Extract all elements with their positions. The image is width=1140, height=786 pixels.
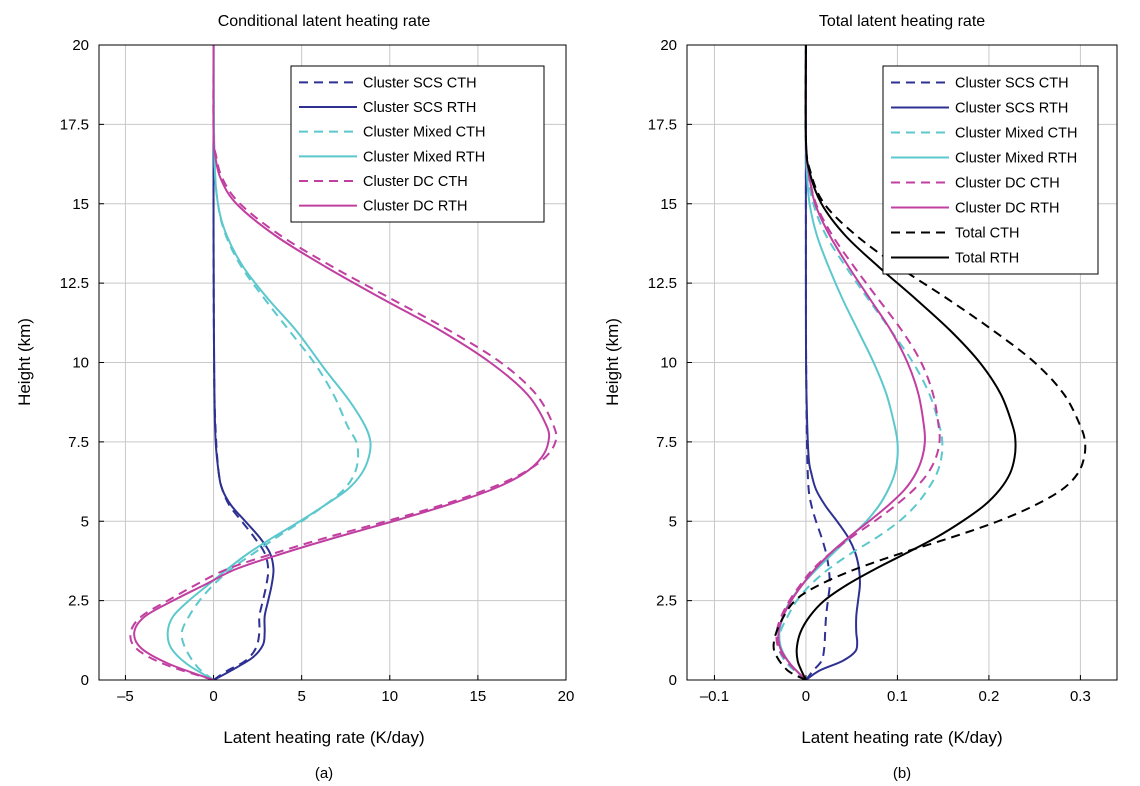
series-line-a-2 [180, 45, 360, 680]
panel-a: Conditional latent heating rate Latent h… [15, 13, 574, 782]
chart-title-a: Conditional latent heating rate [218, 13, 431, 30]
series-line-a-4 [129, 45, 558, 680]
y-tick-label: 5 [669, 513, 677, 530]
legend-a: Cluster SCS CTH Cluster SCS RTH Cluster Mi… [290, 65, 545, 223]
y-tick-label: 20 [72, 37, 89, 54]
panel-label-b: (b) [893, 765, 911, 782]
x-tick-label: 5 [297, 688, 305, 705]
legend-b: Cluster SCS CTH Cluster SCS RTH Cluster Mi… [882, 65, 1099, 275]
y-axis-label-a: Height (km) [15, 318, 34, 406]
chart-title-b: Total latent heating rate [819, 13, 985, 30]
legend-entry: Total CTH [955, 226, 1019, 242]
series-line-b-5 [777, 45, 927, 680]
y-axis-label-b: Height (km) [603, 318, 622, 406]
y-tick-label: 7.5 [656, 434, 677, 451]
x-tick-label: –5 [117, 688, 134, 705]
y-tick-label: 10 [660, 355, 677, 372]
y-tick-label: 17.5 [648, 116, 677, 133]
series-line-b-6 [772, 45, 1087, 680]
legend-entry: Cluster SCS RTH [955, 101, 1068, 117]
series-line-b-1 [804, 45, 861, 680]
y-tick-label: 2.5 [68, 593, 89, 610]
series-line-b-4 [775, 45, 941, 680]
legend-entry: Cluster DC RTH [955, 201, 1059, 217]
y-tick-label: 7.5 [68, 434, 89, 451]
x-tick-label: 0.1 [887, 688, 908, 705]
x-axis-label-b: Latent heating rate (K/day) [801, 728, 1002, 747]
series-line-a-1 [212, 45, 275, 680]
y-tick-label: 10 [72, 355, 89, 372]
x-tick-label: 0.2 [978, 688, 999, 705]
y-tick-label: 12.5 [648, 275, 677, 292]
y-tick-label: 15 [660, 196, 677, 213]
legend-box [882, 65, 1099, 275]
x-tick-label: –0.1 [700, 688, 729, 705]
legend-box [290, 65, 545, 223]
x-tick-label: 20 [558, 688, 575, 705]
series-group-b [772, 45, 1087, 680]
legend-entry: Cluster Mixed CTH [955, 126, 1077, 142]
series-line-b-2 [777, 45, 944, 680]
legend-entry: Cluster Mixed CTH [363, 125, 485, 141]
panel-label-a: (a) [315, 765, 333, 782]
x-tick-label: 0 [802, 688, 810, 705]
legend-entry: Cluster DC CTH [955, 176, 1060, 192]
y-tick-label: 17.5 [60, 116, 89, 133]
legend-entry: Total RTH [955, 251, 1019, 267]
y-tick-label: 0 [669, 672, 677, 689]
legend-entry: Cluster SCS CTH [955, 76, 1069, 92]
y-tick-label: 20 [660, 37, 677, 54]
x-tick-label: 10 [381, 688, 398, 705]
legend-entry: Cluster Mixed RTH [955, 151, 1077, 167]
axes-frame-a [98, 44, 567, 681]
y-tick-label: 5 [81, 513, 89, 530]
legend-entry: Cluster SCS RTH [363, 100, 476, 116]
series-line-b-0 [804, 45, 831, 680]
y-tick-label: 0 [81, 672, 89, 689]
series-line-a-3 [166, 45, 372, 680]
x-tick-label: 15 [470, 688, 487, 705]
legend-entry: Cluster DC RTH [363, 199, 467, 215]
legend-entry: Cluster DC CTH [363, 174, 468, 190]
panel-b: Total latent heating rate Latent heating… [603, 13, 1118, 782]
y-tick-label: 12.5 [60, 275, 89, 292]
legend-entry: Cluster Mixed RTH [363, 149, 485, 165]
x-axis-label-a: Latent heating rate (K/day) [223, 728, 424, 747]
y-tick-label: 15 [72, 196, 89, 213]
axes-frame-b [686, 44, 1118, 681]
series-line-a-5 [133, 45, 551, 680]
x-tick-label: 0.3 [1070, 688, 1091, 705]
legend-entry: Cluster SCS CTH [363, 75, 477, 91]
x-tick-label: 0 [209, 688, 217, 705]
y-tick-label: 2.5 [656, 593, 677, 610]
series-line-b-7 [795, 45, 1017, 680]
series-group-a [129, 45, 558, 680]
